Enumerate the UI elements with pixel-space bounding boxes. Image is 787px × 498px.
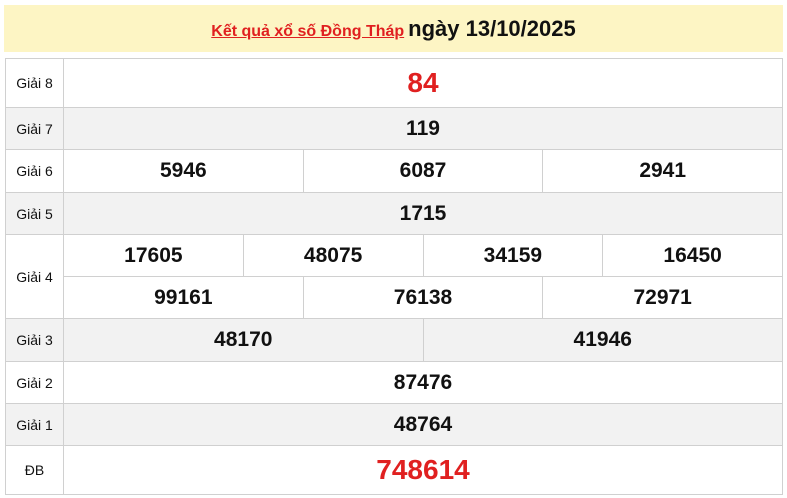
province-results-link[interactable]: Kết quả xổ số Đồng Tháp — [211, 23, 405, 40]
prize-number: 6087 — [302, 150, 543, 192]
prize-label: Giải 4 — [5, 234, 64, 319]
prize-row-4: Giải 4 17605 48075 34159 16450 — [5, 234, 783, 319]
prize-number: 16450 — [602, 235, 782, 276]
prize-number: 72971 — [542, 277, 782, 318]
results-table: Giải 8 84 Giải 7 119 Giải 6 5946 6087 2941 Gi… — [5, 58, 783, 495]
prize-row-5: Giải 5 1715 — [5, 192, 783, 235]
prize-number: 119 — [63, 107, 783, 150]
prize-number: 87476 — [63, 361, 783, 404]
prize-row-3: Giải 3 48170 41946 — [5, 318, 783, 362]
prize-number: 48170 — [214, 328, 273, 351]
prize-row-6: Giải 6 5946 6087 2941 — [5, 149, 783, 193]
prize-number: 48075 — [242, 235, 423, 276]
prize-label: Giải 8 — [5, 58, 64, 108]
prize-number: 34159 — [422, 235, 603, 276]
draw-date: ngày 13/10/2025 — [408, 16, 576, 41]
prize-row-2: Giải 2 87476 — [5, 361, 783, 404]
prize-row-7: Giải 7 119 — [5, 107, 783, 150]
prize-row-8: Giải 8 84 — [5, 58, 783, 108]
prize-label: ĐB — [5, 445, 64, 495]
prize-number: 99161 — [154, 285, 213, 309]
prize-row-1: Giải 1 48764 — [5, 403, 783, 446]
prize-number: 17605 — [124, 243, 183, 267]
special-prize-number: 748614 — [63, 445, 783, 495]
prize-number: 48764 — [63, 403, 783, 446]
prize-row-special: ĐB 748614 — [5, 445, 783, 495]
prize-number: 2941 — [542, 150, 782, 192]
prize-label: Giải 5 — [5, 192, 64, 235]
prize-label: Giải 6 — [5, 149, 64, 193]
prize-number: 1715 — [63, 192, 783, 235]
prize-label: Giải 2 — [5, 361, 64, 404]
prize-label: Giải 1 — [5, 403, 64, 446]
prize-number: 41946 — [422, 319, 783, 361]
prize-number: 84 — [63, 58, 783, 108]
results-header: Kết quả xổ số Đồng Tháp ngày 13/10/2025 — [4, 5, 783, 52]
prize-row-4b: 99161 76138 72971 — [6, 276, 783, 319]
prize-number: 5946 — [159, 159, 207, 182]
prize-number: 76138 — [302, 277, 543, 318]
prize-label: Giải 7 — [5, 107, 64, 150]
prize-label: Giải 3 — [5, 318, 64, 362]
